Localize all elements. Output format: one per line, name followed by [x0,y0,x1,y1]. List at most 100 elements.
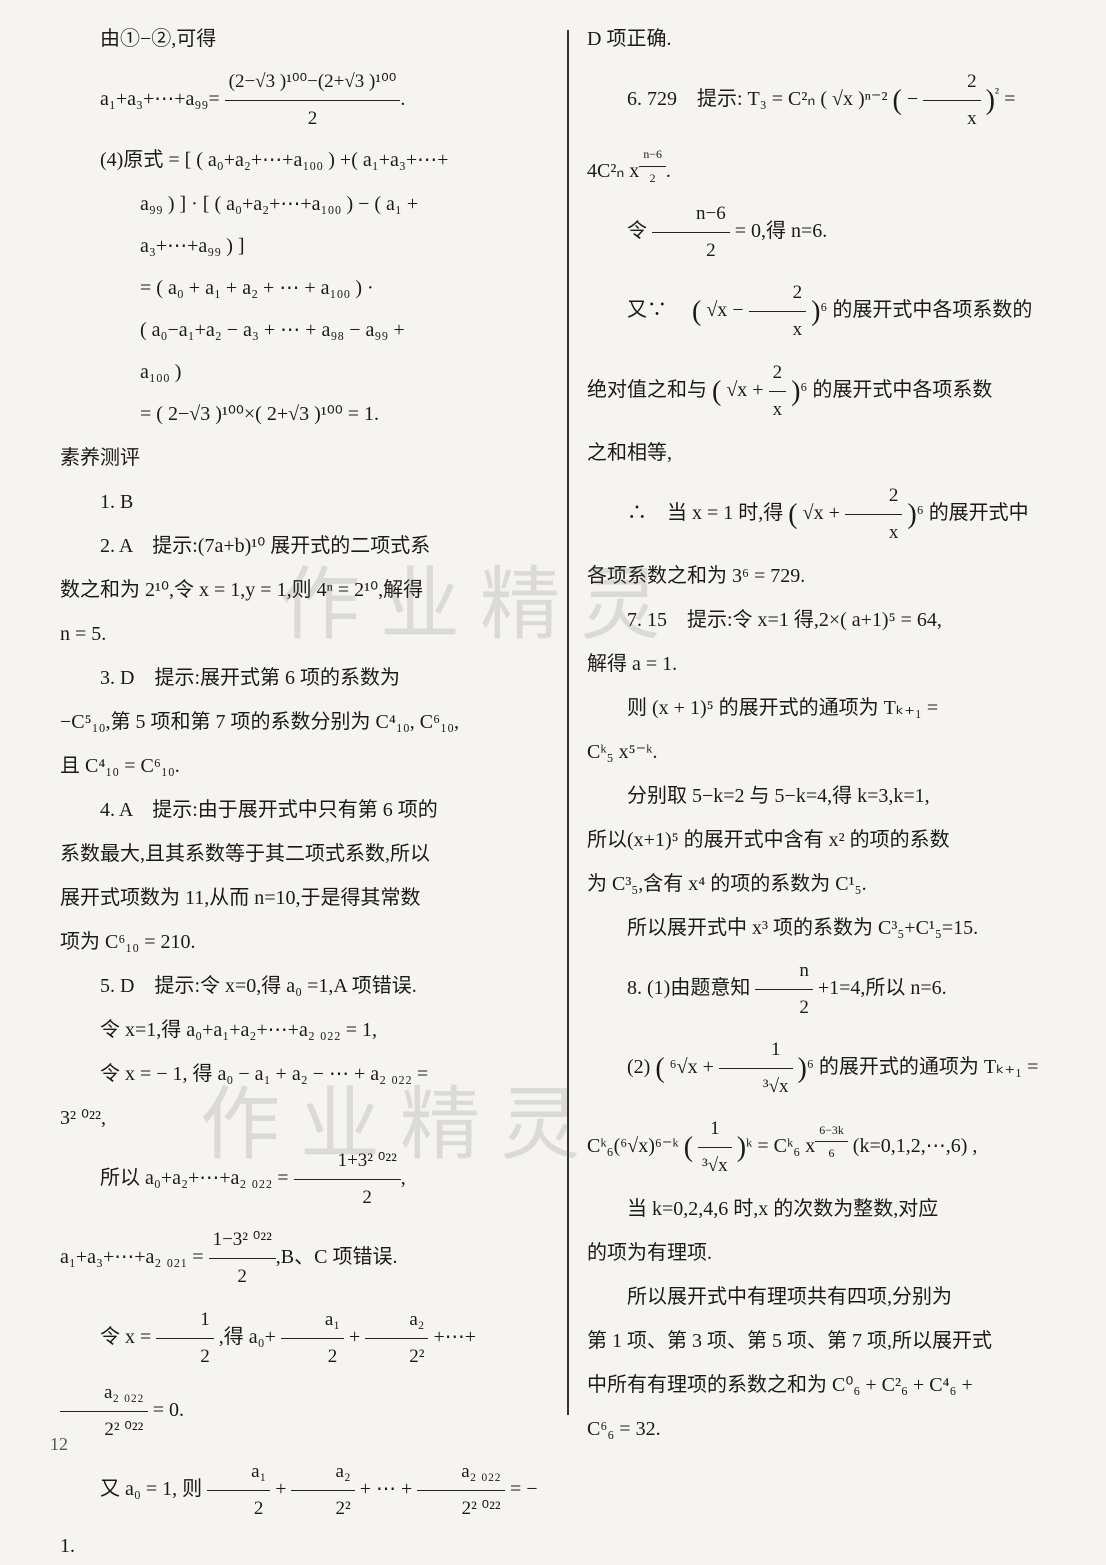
text-line: 展开式项数为 11,从而 n=10,于是得其常数 [60,879,549,917]
eq-end: ,B、C 项错误. [276,1247,398,1269]
text-line: 为 C³₅,含有 x⁴ 的项的系数为 C¹₅. [587,865,1076,903]
eq-part: √x + [803,502,840,524]
eq-part: 8. (1)由题意知 [627,977,750,999]
text-line: 则 (x + 1)⁵ 的展开式的通项为 Tₖ₊₁ = [587,689,1076,727]
answer-item: 3. D 提示:展开式第 6 项的系数为 [60,659,549,697]
text-line: 令 x = − 1, 得 a₀ − a₁ + a₂ − ⋯ + a₂ ₀₂₂ = [60,1055,549,1093]
paren: ( [788,499,797,530]
numerator: 1 [719,1032,793,1069]
paren: ( [692,296,701,327]
equation: ( a₀−a₁+a₂ − a₃ + ⋯ + a₉₈ − a₉₉ + [140,311,549,349]
numerator: 1−3² ⁰²² [209,1222,276,1259]
numerator: a₂ [365,1302,428,1339]
eq-part: a₁+a₃+⋯+a₉₉= [100,88,220,110]
eq-part: a₁+a₃+⋯+a₂ ₀₂₁ = [60,1247,209,1269]
page-number: 12 [50,1434,68,1455]
exponent: ² [995,87,999,102]
eq-end: = 0. [153,1399,184,1421]
denominator: 2 [207,1491,270,1527]
numerator: a₂ ₀₂₂ [60,1375,148,1412]
answer-item: 8. (1)由题意知 n2 +1=4,所以 n=6. [587,953,1076,1026]
fraction: 2x [749,275,807,348]
text-line: 系数最大,且其系数等于其二项式系数,所以 [60,835,549,873]
text-line: 所以展开式中 x³ 项的系数为 C³₅+C¹₅=15. [587,909,1076,947]
fraction: a₁2 [281,1302,344,1375]
equation: ∴ 当 x = 1 时,得 ( √x + 2x )⁶ 的展开式中 [587,478,1076,551]
fraction: a₂2² [291,1454,354,1527]
numerator: 1+3² ⁰²² [294,1143,401,1180]
denominator: 2² ⁰²² [60,1412,148,1448]
answer-item: 4. A 提示:由于展开式中只有第 6 项的 [60,791,549,829]
fraction: (2−√3 )¹⁰⁰−(2+√3 )¹⁰⁰ 2 [225,64,401,137]
eq-part: 令 x = [100,1326,156,1348]
equation: = ( a₀ + a₁ + a₂ + ⋯ + a₁₀₀ ) · [140,269,549,307]
eq-part: 令 [627,220,647,242]
eq-part: = 0,得 n=6. [735,220,828,242]
equation: 4C²ₙ xn−62. [587,143,1076,190]
numerator: 2 [845,478,903,515]
numerator: (2−√3 )¹⁰⁰−(2+√3 )¹⁰⁰ [225,64,401,101]
fraction: n−62 [639,143,666,189]
answer-item: 6. 729 提示: T₃ = C²ₙ ( √x )ⁿ⁻² ( − 2x )² … [587,64,1076,137]
denominator: 6 [815,1142,848,1165]
text-line: 令 x=1,得 a₀+a₁+a₂+⋯+a₂ ₀₂₂ = 1, [60,1011,549,1049]
paren: ( [684,1132,693,1163]
eq-part: + ⋯ + [360,1478,418,1500]
answer-item: 5. D 提示:令 x=0,得 a₀ =1,A 项错误. [60,967,549,1005]
text-line: 当 k=0,2,4,6 时,x 的次数为整数,对应 [587,1190,1076,1228]
fraction: 1³√x [698,1111,732,1184]
equation: 又∵ ( √x − 2x )⁶ 的展开式中各项系数的 [587,275,1076,348]
paren: ( [892,85,901,116]
eq-part: 的展开式中 [929,502,1029,524]
text-line: Cᵏ₅ x⁵⁻ᵏ. [587,733,1076,771]
text-line: 所以展开式中有理项共有四项,分别为 [587,1278,1076,1316]
fraction: 1+3² ⁰²² 2 [294,1143,401,1216]
eq-part: 又 a₀ = 1, 则 [100,1478,207,1500]
denominator: ³√x [719,1069,793,1105]
numerator: 2 [769,355,787,392]
denominator: 2² [291,1491,354,1527]
equation: a₁+a₃+⋯+a₂ ₀₂₁ = 1−3² ⁰²² 2 ,B、C 项错误. [60,1222,549,1295]
answer-item: 2. A 提示:(7a+b)¹⁰ 展开式的二项式系 [60,527,549,565]
fraction: 2x [845,478,903,551]
paren: ) [798,1053,807,1084]
fraction: a₂2² [365,1302,428,1375]
text-line: C⁶₆ = 32. [587,1410,1076,1448]
text-line: D 项正确. [587,20,1076,58]
numerator: 1 [156,1302,214,1339]
eq-part: 绝对值之和与 [587,379,707,401]
text-line: (4)原式 = [ ( a₀+a₂+⋯+a₁₀₀ ) +( a₁+a₃+⋯+ [60,141,549,179]
eq-part: (2) [627,1056,650,1078]
denominator: 2 [156,1339,214,1375]
numerator: a₁ [281,1302,344,1339]
denominator: x [845,515,903,551]
exponent: ⁶ [820,300,827,322]
eq-end: . [666,160,671,182]
paren: ( [712,376,721,407]
eq-part: 6. 729 提示: T₃ = C²ₙ ( √x )ⁿ⁻² [627,88,892,110]
fraction: a₁2 [207,1454,270,1527]
text-line: 所以(x+1)⁵ 的展开式中含有 x² 的项的系数 [587,821,1076,859]
eq-part: +1=4,所以 n=6. [818,977,947,999]
numerator: a₁ [207,1454,270,1491]
equation: 令 x = 12 ,得 a₀+ a₁2 + a₂2² +⋯+ a₂ ₀₂₂2² … [60,1302,549,1448]
eq-part: + [349,1326,360,1348]
exponent: ⁶ [917,502,924,524]
text-line: n = 5. [60,615,549,653]
equation: a₃+⋯+a₉₉ ) ] [140,227,549,265]
numerator: n−6 [652,196,730,233]
equation: 令 n−62 = 0,得 n=6. [587,196,1076,269]
equation: (2) ( ⁶√x + 1³√x )⁶ 的展开式的通项为 Tₖ₊₁ = [587,1032,1076,1105]
eq-part: ∴ 当 x = 1 时,得 [627,502,783,524]
eq-end: . [400,88,405,110]
text-line: 第 1 项、第 3 项、第 5 项、第 7 项,所以展开式 [587,1322,1076,1360]
equation: 又 a₀ = 1, 则 a₁2 + a₂2² + ⋯ + a₂ ₀₂₂2² ⁰²… [60,1454,549,1565]
text-line: 项为 C⁶₁₀ = 210. [60,923,549,961]
text-line: 中所有有理项的系数之和为 C⁰₆ + C²₆ + C⁴₆ + [587,1366,1076,1404]
denominator: x [749,312,807,348]
denominator: 2 [225,101,401,137]
numerator: a₂ [291,1454,354,1491]
text-line: 之和相等, [587,434,1076,472]
eq-part: − [907,88,923,110]
denominator: 2 [639,167,666,190]
